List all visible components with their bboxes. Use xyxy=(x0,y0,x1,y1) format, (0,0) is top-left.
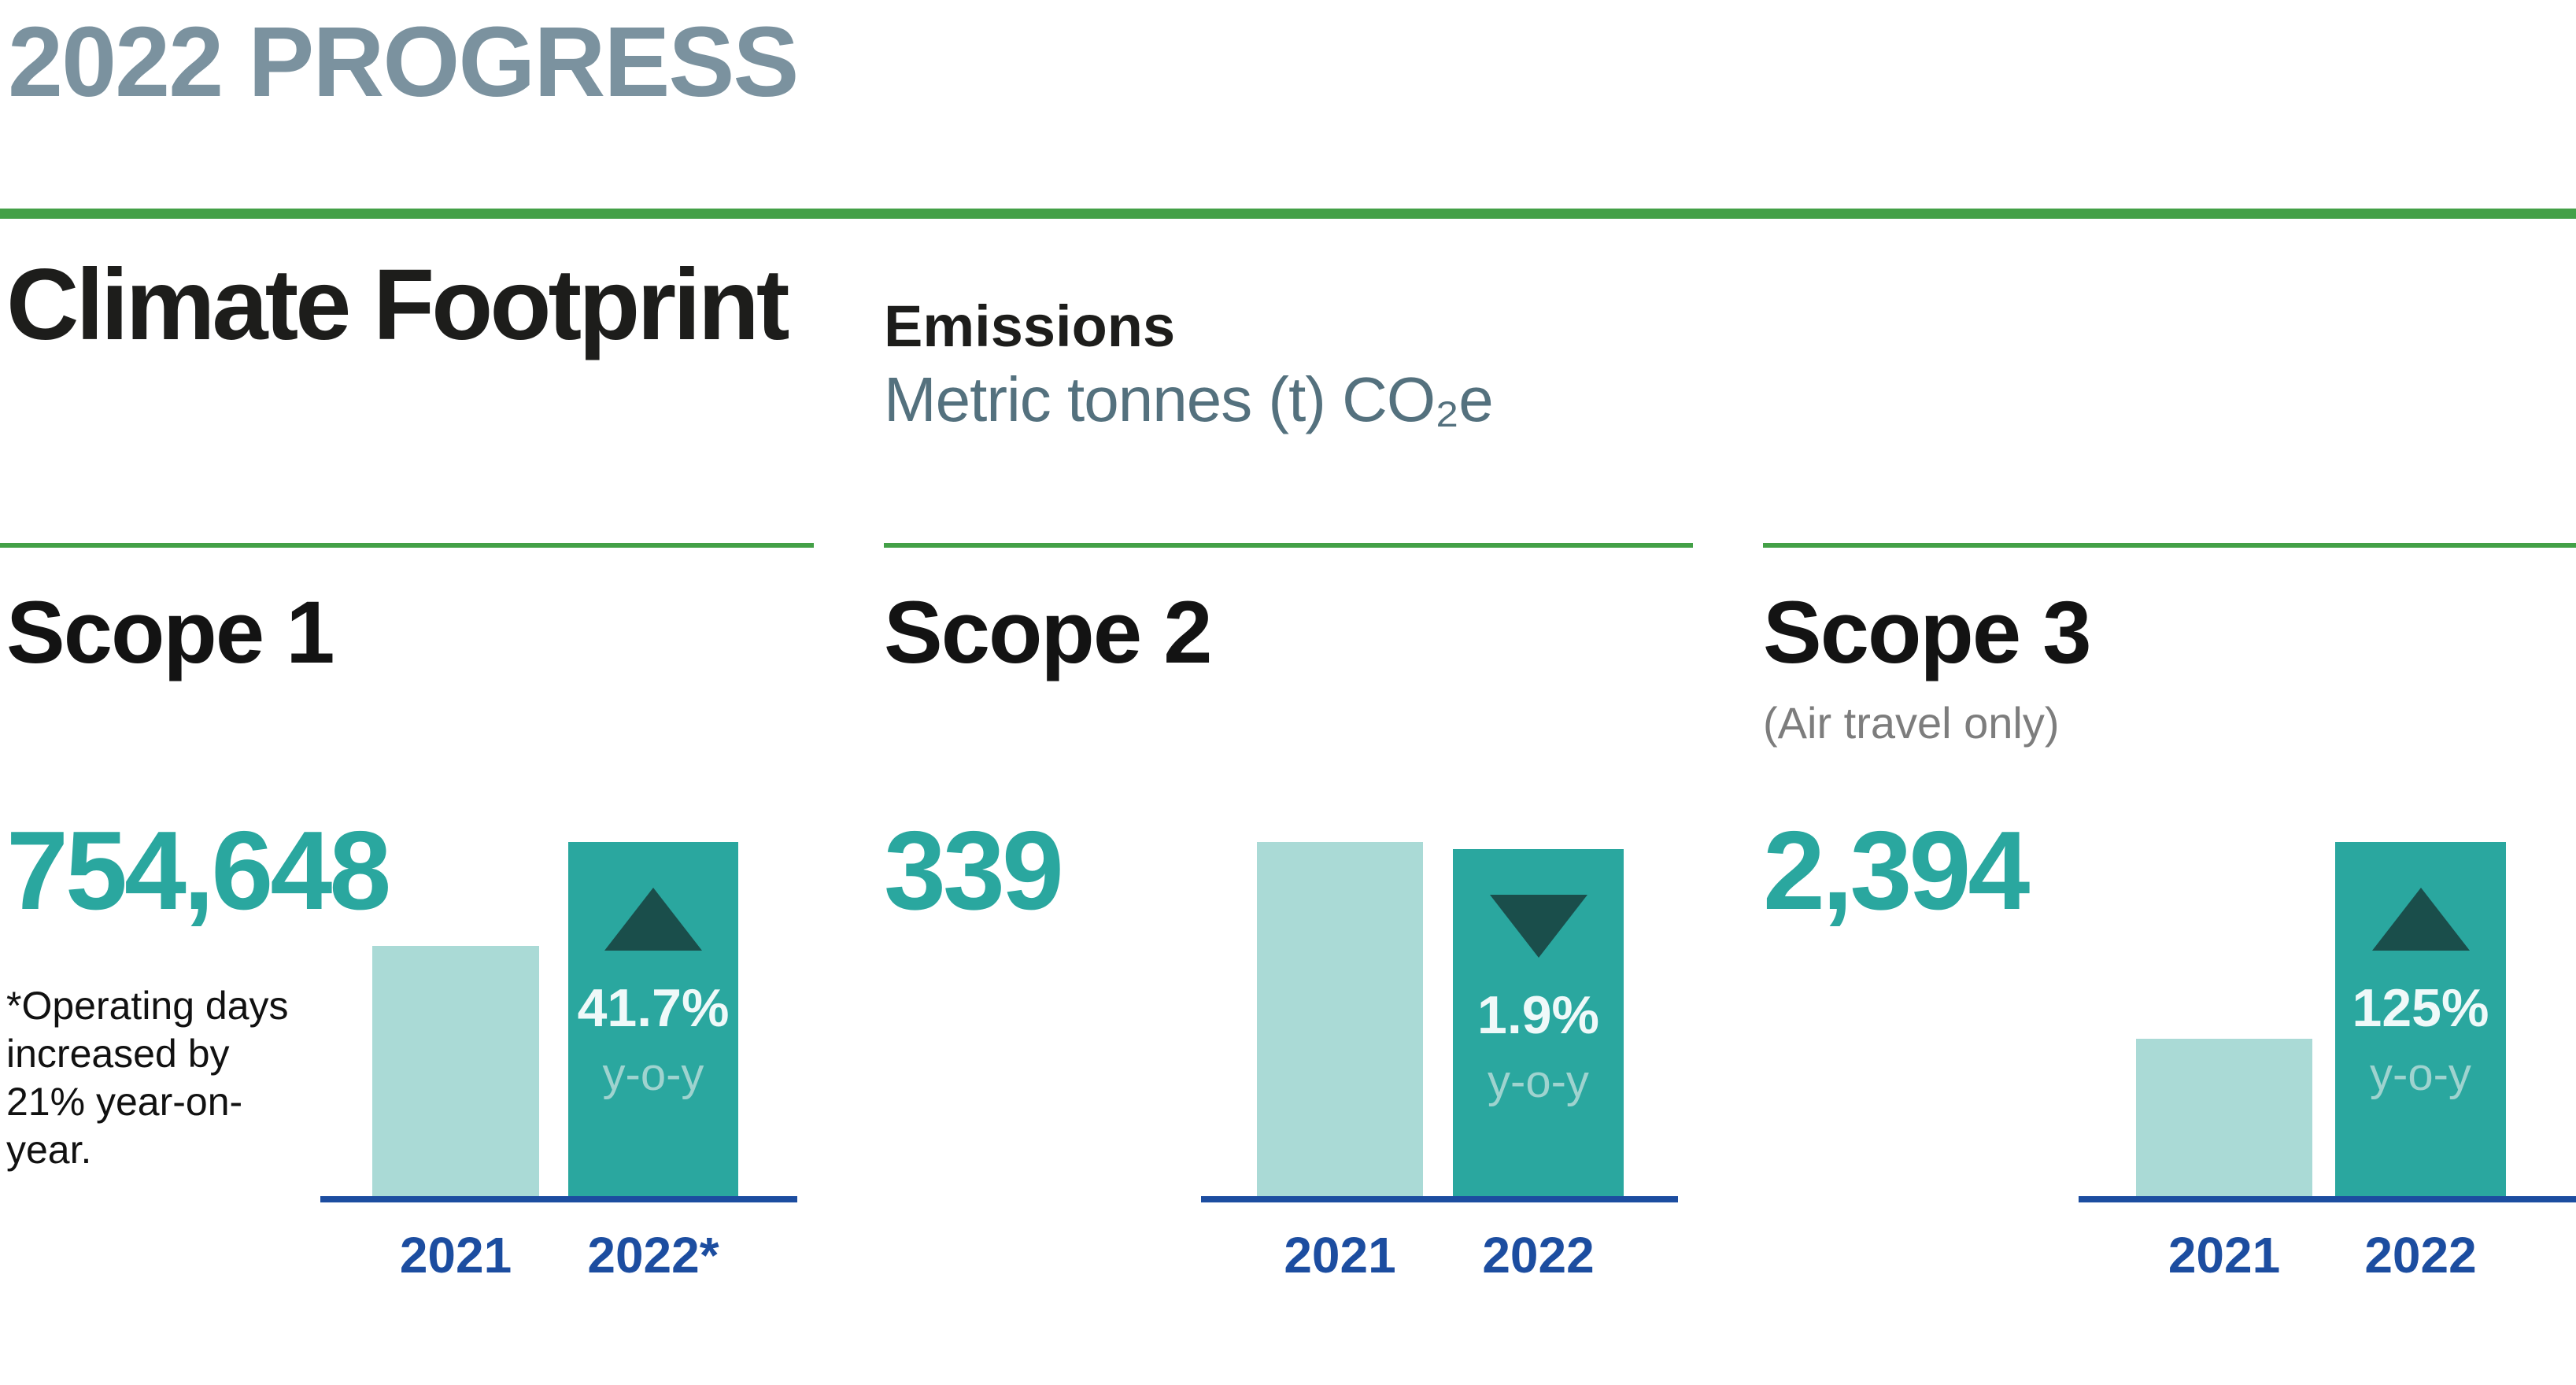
scope-divider xyxy=(1763,543,2576,548)
page-title: 2022 PROGRESS xyxy=(8,6,799,117)
year-label-2021: 2021 xyxy=(399,1227,512,1283)
measure-unit: Metric tonnes (t) CO₂e xyxy=(884,364,1494,434)
year-label-2021: 2021 xyxy=(1284,1227,1396,1283)
x-axis xyxy=(320,1196,797,1202)
x-axis xyxy=(1201,1196,1678,1202)
bar-2022: 41.7% y-o-y xyxy=(568,842,738,1196)
bar-2022: 125% y-o-y xyxy=(2335,842,2506,1196)
section-title: Climate Footprint xyxy=(6,249,789,361)
top-divider xyxy=(0,209,2576,219)
bar-2022: 1.9% y-o-y xyxy=(1453,849,1624,1196)
year-label-2022: 2022 xyxy=(1482,1227,1595,1283)
scope-divider xyxy=(884,543,1693,548)
scope-title: Scope 1 xyxy=(6,583,335,681)
year-label-2021: 2021 xyxy=(2168,1227,2281,1283)
x-axis xyxy=(2079,1196,2576,1202)
yoy-label: y-o-y xyxy=(1488,1056,1589,1107)
yoy-label: y-o-y xyxy=(2370,1049,2471,1100)
yoy-label: y-o-y xyxy=(602,1049,704,1100)
year-label-2022: 2022* xyxy=(587,1227,719,1283)
bar-2021 xyxy=(1257,842,1423,1196)
pct-change-label: 41.7% xyxy=(577,978,730,1038)
scope-value: 2,394 xyxy=(1763,808,2030,933)
bar-2021 xyxy=(372,946,539,1196)
trend-arrow-icon xyxy=(2371,888,2470,951)
scope-value: 754,648 xyxy=(6,808,391,933)
pct-change-label: 125% xyxy=(2352,978,2489,1038)
scope-footnote: *Operating days increased by 21% year-on… xyxy=(6,984,289,1172)
bar-chart: 125% y-o-y 2021 2022 xyxy=(2079,836,2576,1306)
trend-arrow-icon xyxy=(604,888,702,951)
bar-2021 xyxy=(2136,1039,2312,1196)
pct-change-label: 1.9% xyxy=(1477,985,1599,1045)
scope-title: Scope 2 xyxy=(884,583,1213,681)
bar-chart: 1.9% y-o-y 2021 2022 xyxy=(1201,836,1678,1306)
measure-label: Emissions xyxy=(884,294,1176,359)
scope-title: Scope 3 xyxy=(1763,583,2092,681)
year-label-2022: 2022 xyxy=(2364,1227,2477,1283)
scope-subtitle: (Air travel only) xyxy=(1763,698,2060,748)
trend-arrow-icon xyxy=(1489,895,1587,958)
scope-divider xyxy=(0,543,814,548)
scope-value: 339 xyxy=(884,808,1064,933)
bar-chart: 41.7% y-o-y 2021 2022* xyxy=(320,836,797,1306)
